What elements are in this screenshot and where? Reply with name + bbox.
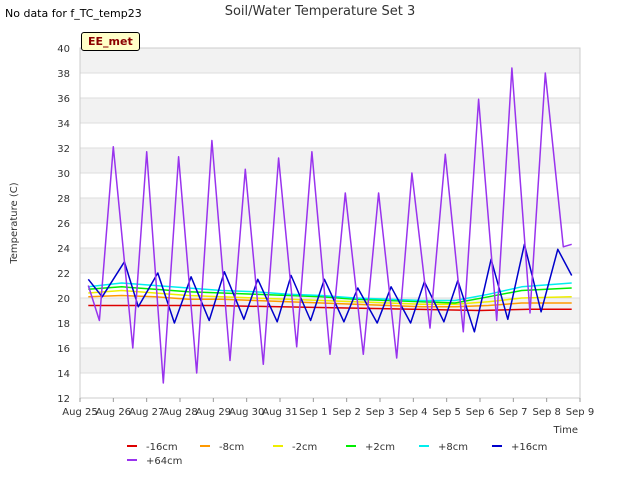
series-line (88, 289, 572, 306)
x-tick-label: Sep 3 (366, 407, 394, 418)
y-tick-label: 40 (57, 44, 70, 55)
x-tick-label: Aug 25 (62, 407, 97, 418)
y-tick-label: 18 (57, 319, 70, 330)
y-tick-label: 12 (57, 394, 70, 405)
plot-bands (80, 48, 580, 373)
site-badge: EE_met (81, 32, 140, 51)
legend-label: +16cm (511, 442, 547, 453)
x-tick-label: Sep 1 (299, 407, 327, 418)
plot-band (80, 248, 580, 273)
x-tick-label: Sep 6 (466, 407, 494, 418)
x-tick-label: Aug 31 (262, 407, 297, 418)
y-tick-label: 24 (57, 244, 70, 255)
series-line (87, 67, 572, 384)
y-tick-label: 16 (57, 344, 70, 355)
x-tick-label: Aug 28 (162, 407, 197, 418)
chart-title: Soil/Water Temperature Set 3 (224, 4, 416, 19)
x-tick-label: Aug 26 (96, 407, 131, 418)
x-tick-label: Sep 9 (566, 407, 594, 418)
legend-label: +8cm (438, 442, 468, 453)
y-axis-label: Temperature (C) (9, 182, 20, 264)
y-tick-label: 32 (57, 144, 70, 155)
y-tick-label: 38 (57, 69, 70, 80)
y-tick-label: 20 (57, 294, 70, 305)
plot-band (80, 148, 580, 173)
plot-band (80, 98, 580, 123)
legend-label: +64cm (146, 456, 182, 467)
x-tick-label: Aug 29 (196, 407, 231, 418)
legend-label: -16cm (146, 442, 178, 453)
series-lines (87, 67, 573, 384)
y-tick-label: 28 (57, 194, 70, 205)
series-line (87, 243, 573, 333)
x-tick-label: Sep 4 (399, 407, 427, 418)
plot-band (80, 198, 580, 223)
x-axis-label: Time (553, 425, 578, 436)
legend-label: +2cm (365, 442, 395, 453)
legend: -16cm -8cm -2cm +2cm +8cm +16cm +64cm (127, 442, 547, 467)
plot-frame (79, 47, 581, 399)
x-tick-label: Sep 7 (499, 407, 527, 418)
series-line (88, 286, 572, 304)
y-tick-label: 26 (57, 219, 70, 230)
legend-label: -2cm (292, 442, 317, 453)
y-tick-label: 36 (57, 94, 70, 105)
x-tick-label: Aug 30 (229, 407, 264, 418)
x-tick-label: Sep 8 (532, 407, 560, 418)
y-tick-label: 22 (57, 269, 70, 280)
no-data-note: No data for f_TC_temp23 (5, 7, 142, 20)
y-tick-label: 34 (57, 119, 70, 130)
y-tick-label: 14 (57, 369, 70, 380)
x-tick-label: Sep 5 (432, 407, 460, 418)
series-line (88, 282, 572, 302)
plot-band (80, 48, 580, 73)
y-axis-ticks: 12 14 16 18 20 22 24 26 28 30 32 34 36 38 40 (57, 44, 70, 405)
x-tick-label: Aug 27 (129, 407, 164, 418)
x-tick-label: Sep 2 (332, 407, 360, 418)
y-tick-label: 30 (57, 169, 70, 180)
legend-label: -8cm (219, 442, 244, 453)
